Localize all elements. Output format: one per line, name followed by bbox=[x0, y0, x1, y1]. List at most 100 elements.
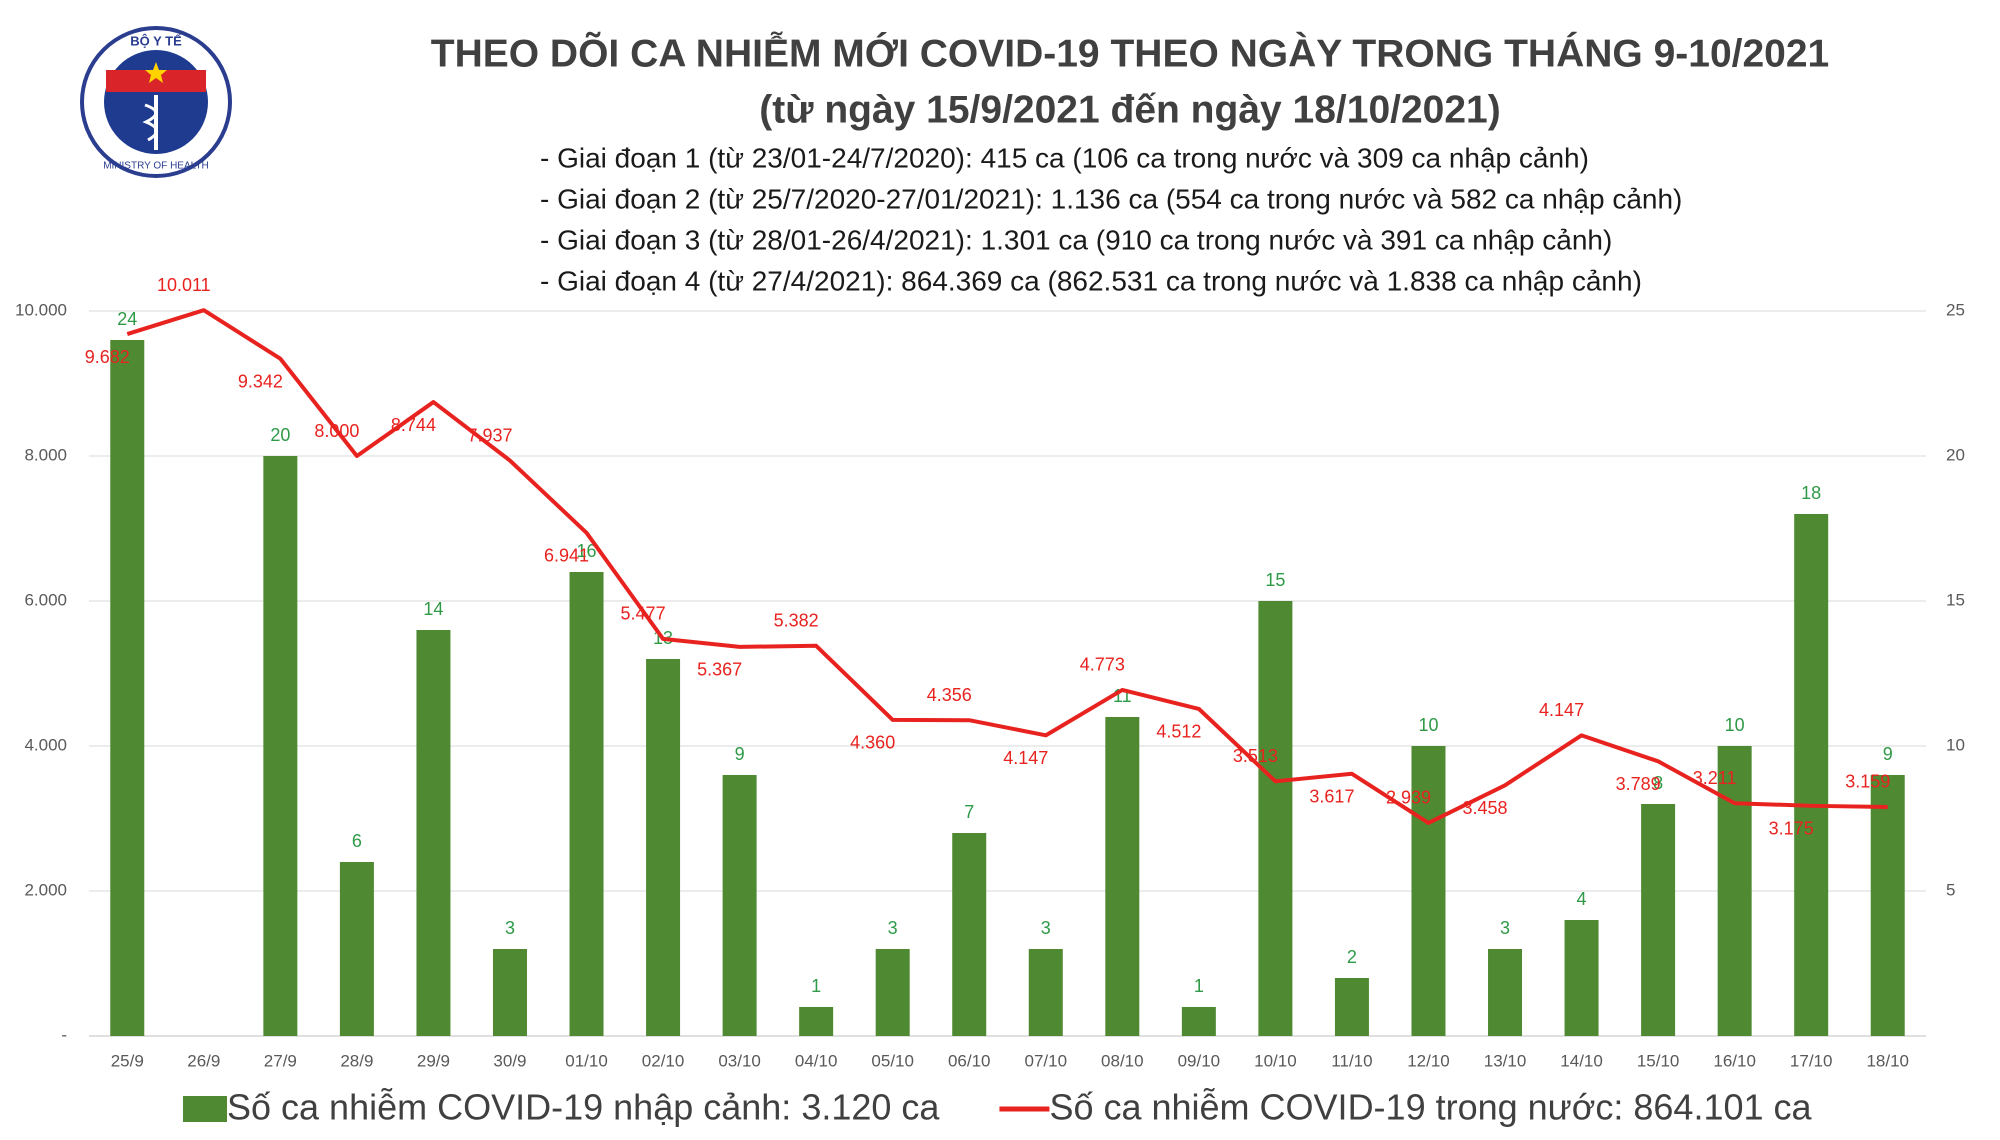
bar-value-label: 18 bbox=[1801, 483, 1821, 503]
x-tick-label: 06/10 bbox=[948, 1051, 991, 1070]
bar-value-label: 4 bbox=[1577, 889, 1587, 909]
logo-snake bbox=[142, 103, 158, 142]
line-value-label: 4.360 bbox=[850, 733, 895, 753]
bar bbox=[416, 630, 451, 1036]
x-tick-label: 10/10 bbox=[1254, 1051, 1297, 1070]
x-tick-label: 07/10 bbox=[1024, 1051, 1067, 1070]
note: - Giai đoạn 4 (từ 27/4/2021): 864.369 ca… bbox=[540, 265, 1642, 296]
bar-value-label: 1 bbox=[811, 976, 821, 996]
x-tick-label: 08/10 bbox=[1101, 1051, 1144, 1070]
x-tick-label: 25/9 bbox=[111, 1051, 144, 1070]
bar-value-label: 7 bbox=[964, 802, 974, 822]
line-value-label: 9.682 bbox=[85, 347, 130, 367]
line-value-label: 5.367 bbox=[697, 660, 742, 680]
bar-value-label: 9 bbox=[735, 744, 745, 764]
x-tick-label: 17/10 bbox=[1790, 1051, 1833, 1070]
bar-value-label: 10 bbox=[1418, 715, 1438, 735]
x-tick-label: 04/10 bbox=[795, 1051, 838, 1070]
bar bbox=[1028, 949, 1063, 1036]
line-value-label: 5.382 bbox=[774, 611, 819, 631]
x-tick-label: 05/10 bbox=[871, 1051, 914, 1070]
line-value-label: 8.000 bbox=[314, 421, 359, 441]
x-tick-label: 27/9 bbox=[264, 1051, 297, 1070]
y-tick-label: 4.000 bbox=[24, 735, 67, 754]
x-tick-label: 28/9 bbox=[340, 1051, 373, 1070]
x-tick-label: 15/10 bbox=[1637, 1051, 1680, 1070]
bar-value-label: 3 bbox=[505, 918, 515, 938]
x-tick-label: 18/10 bbox=[1866, 1051, 1909, 1070]
logo: BỘ Y TẾ MINISTRY OF HEALTH bbox=[80, 26, 232, 178]
bar-value-label: 9 bbox=[1883, 744, 1893, 764]
legend-label: Số ca nhiễm COVID-19 trong nước: 864.101… bbox=[1049, 1087, 1812, 1128]
bar bbox=[1258, 601, 1293, 1036]
bar bbox=[1794, 514, 1829, 1036]
y2-tick-label: 20 bbox=[1946, 445, 1965, 464]
legend-swatch bbox=[183, 1096, 227, 1122]
bar bbox=[339, 862, 374, 1036]
x-tick-label: 16/10 bbox=[1713, 1051, 1756, 1070]
line-value-label: 3.458 bbox=[1462, 798, 1507, 818]
line-value-label: 4.147 bbox=[1003, 748, 1048, 768]
note: - Giai đoạn 3 (từ 28/01-26/4/2021): 1.30… bbox=[540, 224, 1612, 255]
x-tick-label: 02/10 bbox=[642, 1051, 685, 1070]
bar bbox=[1717, 746, 1752, 1036]
bar bbox=[1564, 920, 1599, 1036]
line-value-label: 9.342 bbox=[238, 371, 283, 391]
chart-title: THEO DÕI CA NHIỄM MỚI COVID-19 THEO NGÀY… bbox=[431, 31, 1829, 75]
bar bbox=[875, 949, 910, 1036]
line-value-label: 8.744 bbox=[391, 415, 436, 435]
line-value-label: 3.175 bbox=[1769, 819, 1814, 839]
bar bbox=[1641, 804, 1676, 1036]
bar bbox=[1181, 1007, 1216, 1036]
bar-value-label: 3 bbox=[1500, 918, 1510, 938]
x-tick-label: 26/9 bbox=[187, 1051, 220, 1070]
y-tick-label: 2.000 bbox=[24, 880, 67, 899]
line-value-label: 6.941 bbox=[544, 546, 589, 566]
logo-star bbox=[145, 62, 167, 83]
x-tick-label: 13/10 bbox=[1484, 1051, 1527, 1070]
y2-tick-label: 5 bbox=[1946, 880, 1955, 899]
line-value-label: 7.937 bbox=[467, 425, 512, 445]
line-value-label: 3.211 bbox=[1693, 768, 1737, 788]
x-tick-label: 03/10 bbox=[718, 1051, 761, 1070]
bar bbox=[1411, 746, 1446, 1036]
y-tick-label: 8.000 bbox=[24, 445, 67, 464]
logo-top-text: BỘ Y TẾ bbox=[130, 33, 182, 48]
bar-value-label: 6 bbox=[352, 831, 362, 851]
bar bbox=[1488, 949, 1523, 1036]
line-value-label: 3.789 bbox=[1616, 774, 1661, 794]
y2-tick-label: 10 bbox=[1946, 735, 1965, 754]
bar-value-label: 3 bbox=[888, 918, 898, 938]
line-value-label: 3.159 bbox=[1845, 772, 1890, 792]
bar bbox=[569, 572, 604, 1036]
logo-band bbox=[106, 70, 206, 92]
y2-tick-label: 15 bbox=[1946, 590, 1965, 609]
bar bbox=[110, 340, 145, 1036]
bar bbox=[1334, 978, 1369, 1036]
line bbox=[126, 308, 1888, 825]
bar-value-label: 15 bbox=[1265, 570, 1285, 590]
bar-value-label: 10 bbox=[1725, 715, 1745, 735]
x-tick-label: 01/10 bbox=[565, 1051, 608, 1070]
bar-value-label: 3 bbox=[1041, 918, 1051, 938]
line-value-label: 4.356 bbox=[927, 685, 972, 705]
bar bbox=[1105, 717, 1140, 1036]
x-tick-label: 30/9 bbox=[493, 1051, 526, 1070]
bar-value-label: 16 bbox=[577, 541, 597, 561]
line-value-label: 2.939 bbox=[1386, 788, 1431, 808]
bar bbox=[646, 659, 681, 1036]
y-tick-label: 10.000 bbox=[15, 300, 67, 319]
y2-tick-label: 25 bbox=[1946, 300, 1965, 319]
bar bbox=[799, 1007, 834, 1036]
logo-bottom-text: MINISTRY OF HEALTH bbox=[103, 161, 209, 172]
y-tick-label: - bbox=[61, 1025, 67, 1044]
note: - Giai đoạn 1 (từ 23/01-24/7/2020): 415 … bbox=[540, 142, 1589, 173]
note: - Giai đoạn 2 (từ 25/7/2020-27/01/2021):… bbox=[540, 183, 1682, 214]
line-value-label: 4.773 bbox=[1080, 655, 1125, 675]
bar-value-label: 8 bbox=[1653, 773, 1663, 793]
bar-value-label: 2 bbox=[1347, 947, 1357, 967]
chart-subtitle: (từ ngày 15/9/2021 đến ngày 18/10/2021) bbox=[759, 88, 1500, 131]
bar-value-label: 1 bbox=[1194, 976, 1204, 996]
y-tick-label: 6.000 bbox=[24, 590, 67, 609]
